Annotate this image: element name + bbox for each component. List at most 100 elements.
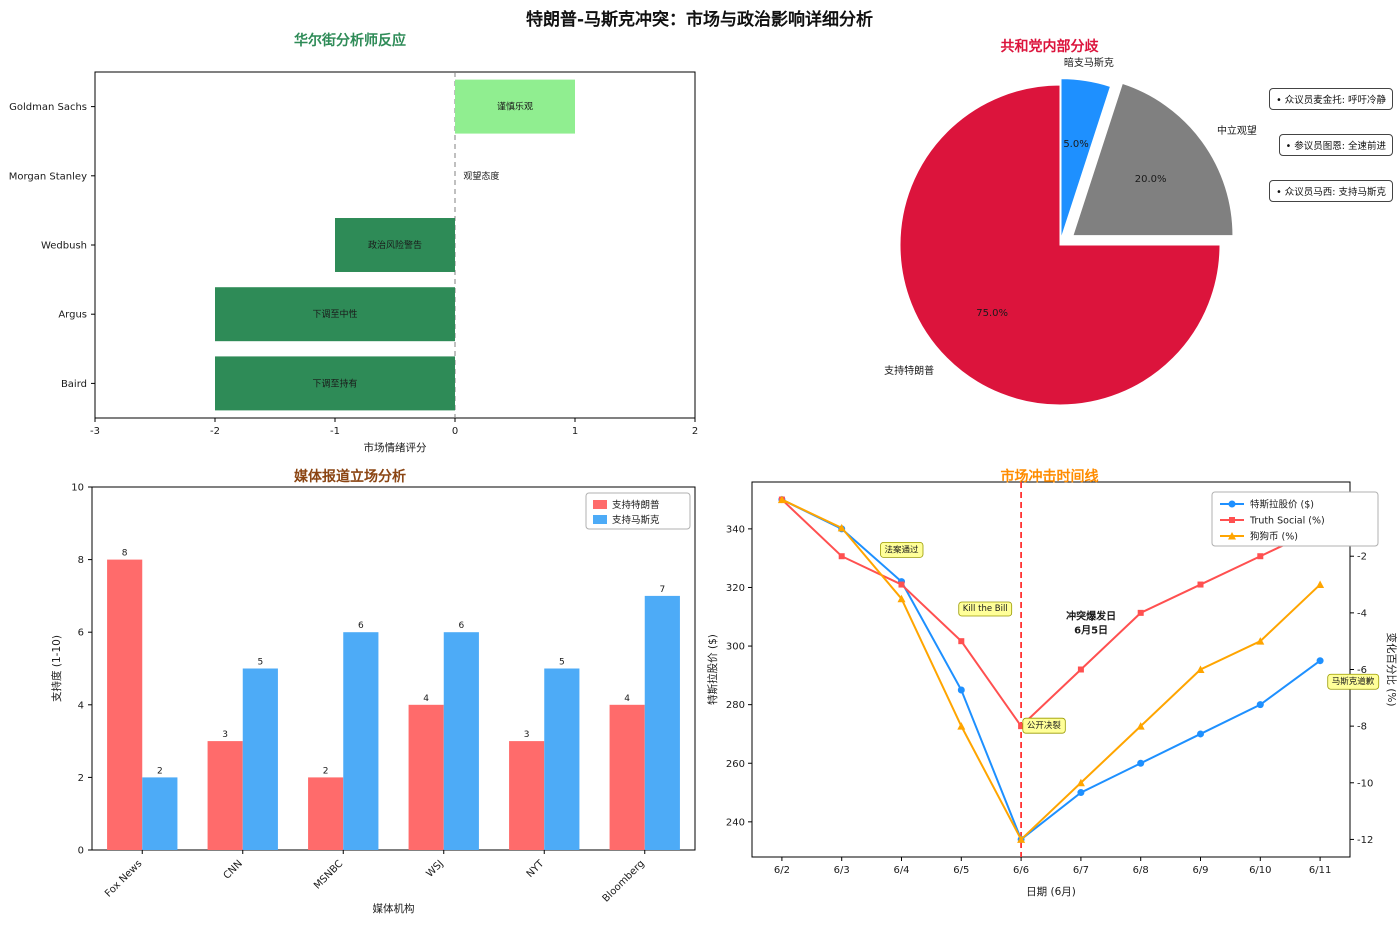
- xtick-label: 6/7: [1073, 865, 1089, 876]
- marker: [1256, 637, 1265, 645]
- ytick-label: Wedbush: [41, 241, 87, 252]
- bar-value-label: 5: [257, 658, 263, 668]
- legend-swatch: [593, 500, 607, 509]
- bar-value-label: 6: [358, 621, 364, 631]
- ytick-right: -8: [1357, 722, 1367, 733]
- xtick-label: 6/10: [1249, 865, 1271, 876]
- ytick-left: 320: [726, 583, 745, 594]
- bar-value-label: 8: [122, 549, 128, 559]
- legend-label: 支持马斯克: [612, 514, 660, 526]
- bar: [455, 79, 575, 134]
- pie-slice: [1072, 82, 1234, 237]
- bar: [215, 356, 455, 411]
- figure-title: 特朗普-马斯克冲突：市场与政治影响详细分析: [525, 10, 874, 30]
- bar-label: 观望态度: [463, 170, 499, 182]
- analyst-chart-title: 华尔街分析师反应: [294, 33, 406, 49]
- xtick-label: -1: [330, 426, 340, 437]
- legend-swatch: [593, 515, 607, 524]
- xtick-label: Bloomberg: [601, 858, 647, 904]
- marker: [1076, 778, 1085, 787]
- ytick-left: 260: [726, 759, 745, 770]
- ytick-right: -10: [1357, 778, 1373, 789]
- marker: [1077, 666, 1084, 673]
- marker: [1136, 722, 1145, 730]
- ylabel-right: 变化百分比 (%): [1385, 632, 1398, 706]
- ytick-label: Argus: [58, 310, 87, 321]
- callout-text: 马斯克道歉: [1332, 676, 1375, 687]
- callout-box: [1327, 673, 1380, 690]
- pie-slice: [899, 84, 1221, 406]
- bar-value-label: 7: [659, 585, 665, 595]
- ytick-label: Goldman Sachs: [9, 102, 87, 113]
- bar: [142, 777, 178, 850]
- ytick-left: 240: [726, 817, 745, 828]
- xtick-label: -3: [90, 426, 100, 437]
- subplot-media-stance: 0 2 4 6 8 10 Fox News 8 2 CNN 3 5 MSNBC 2 6 WSJ 4 6 NYT 3 5 B…: [0, 460, 700, 930]
- xtick-label: 6/9: [1192, 865, 1208, 876]
- bar: [443, 632, 479, 850]
- legend-label: 特斯拉股价 ($): [1250, 499, 1314, 511]
- bar-value-label: 6: [458, 621, 464, 631]
- ytick-left: 340: [726, 524, 745, 535]
- bar-value-label: 5: [559, 658, 565, 668]
- marker: [1256, 701, 1264, 709]
- xtick-label: 6/6: [1013, 865, 1029, 876]
- ytick-label: 6: [78, 628, 84, 639]
- bar: [335, 218, 455, 272]
- series-line: [781, 498, 1321, 842]
- xtick-label: 6/8: [1133, 865, 1149, 876]
- ytick-right: -4: [1357, 608, 1367, 619]
- marker: [957, 686, 965, 694]
- timeline-chart-title: 市场冲击时间线: [1000, 469, 1099, 485]
- marker: [958, 638, 965, 645]
- bar: [644, 595, 680, 850]
- pie-pct-label: 75.0%: [976, 308, 1008, 319]
- series-line: [781, 498, 1321, 842]
- pie-annotation-3: • 众议员马西: 支持马斯克: [1269, 180, 1393, 202]
- legend-label: 支持特朗普: [612, 499, 660, 511]
- marker: [957, 722, 966, 730]
- event-label: 6月5日: [1074, 625, 1108, 637]
- marker: [837, 523, 846, 532]
- ytick-left: 300: [726, 642, 745, 653]
- xtick-label: 2: [692, 426, 698, 437]
- bar-value-label: 4: [423, 694, 429, 704]
- callout-text: Kill the Bill: [963, 604, 1008, 614]
- bar: [308, 777, 344, 850]
- bar: [207, 741, 243, 850]
- marker: [898, 581, 905, 588]
- ytick-label: Morgan Stanley: [9, 171, 87, 182]
- marker: [1229, 517, 1235, 523]
- bar: [408, 704, 444, 850]
- marker: [1137, 609, 1144, 616]
- bar: [509, 741, 545, 850]
- legend-label: Truth Social (%): [1249, 516, 1325, 527]
- xtick-label: 6/3: [834, 865, 850, 876]
- ytick-right: -12: [1357, 835, 1373, 846]
- ytick-right: -6: [1357, 665, 1367, 676]
- xtick-label: 6/11: [1309, 865, 1331, 876]
- media-chart-title: 媒体报道立场分析: [294, 469, 406, 485]
- marker: [838, 553, 845, 560]
- marker: [897, 594, 906, 603]
- xlabel: 日期 (6月): [1026, 886, 1076, 898]
- media-bar-chart: 0 2 4 6 8 10 Fox News 8 2 CNN 3 5 MSNBC 2 6 WSJ 4 6 NYT 3 5 B…: [50, 483, 696, 915]
- timeline-line-chart: 2402602803003203400-2-4-6-8-10-126/26/36…: [706, 481, 1398, 898]
- subplot-market-timeline: 2402602803003203400-2-4-6-8-10-126/26/36…: [700, 460, 1399, 930]
- bar: [215, 287, 455, 342]
- ytick-label: 2: [78, 773, 84, 784]
- pie-label: 支持特朗普: [884, 364, 934, 377]
- callout-text: 法案通过: [884, 544, 919, 555]
- bar-label: 政治风险警告: [368, 239, 422, 251]
- ytick-left: 280: [726, 700, 745, 711]
- xtick-label: 6/4: [893, 865, 909, 876]
- marker: [1137, 759, 1145, 767]
- xtick-label: Fox News: [103, 858, 144, 899]
- series-line: [781, 498, 1321, 728]
- callout-box: [958, 601, 1013, 617]
- xtick-label: 6/5: [953, 865, 969, 876]
- ytick-label: 0: [78, 846, 84, 857]
- plot-frame: [91, 486, 696, 851]
- bar: [343, 632, 379, 850]
